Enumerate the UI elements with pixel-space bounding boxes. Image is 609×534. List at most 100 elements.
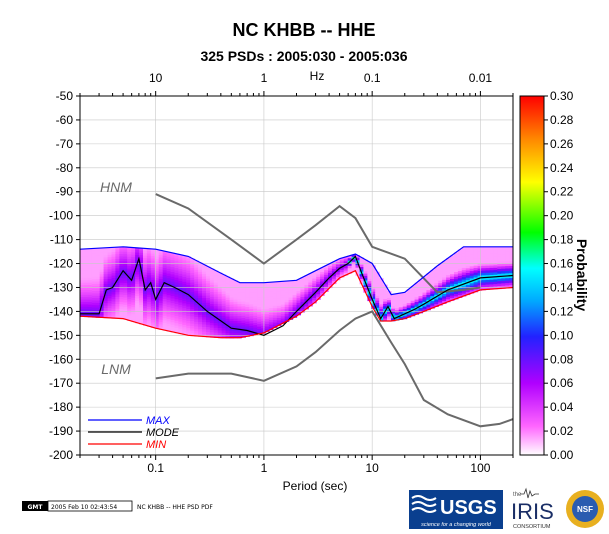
heatmap-cell [272,315,278,319]
heatmap-cell [383,313,388,317]
heatmap-cell [111,287,116,291]
heatmap-cell [158,307,164,311]
heatmap-cell [249,297,254,301]
heatmap-cell [308,287,313,291]
heatmap-cell [87,292,93,296]
heatmap-cell [308,289,313,293]
heatmap-cell [398,292,404,296]
heatmap-cell [253,282,258,286]
heatmap-cell [186,316,191,320]
heatmap-cell [217,301,223,305]
heatmap-cell [446,270,451,274]
heatmap-cell [178,316,183,320]
heatmap-cell [430,305,435,309]
heatmap-cell [170,281,175,285]
heatmap-cell [426,302,431,306]
heatmap-cell [442,277,447,281]
legend-min-label: MIN [146,439,166,451]
heatmap-cell [123,263,128,267]
heatmap-cell [95,264,101,268]
heatmap-cell [268,319,274,323]
heatmap-cell [422,281,427,284]
heatmap-cell [91,265,97,268]
heatmap-cell [371,270,376,274]
heatmap-cell [347,270,353,274]
heatmap-cell [457,295,463,298]
y-tick-label: -120 [49,257,73,271]
heatmap-cell [509,270,513,274]
heatmap-cell [213,284,219,288]
heatmap-cell [363,287,368,291]
heatmap-cell [316,284,321,288]
heatmap-cell [139,274,144,278]
heatmap-cell [194,328,199,332]
heatmap-cell [225,290,231,294]
heatmap-cell [178,257,183,260]
heatmap-cell [367,281,372,285]
heatmap-cell [158,324,164,328]
heatmap-cell [139,295,144,299]
heatmap-cell [387,309,392,313]
heatmap-cell [434,297,439,300]
heatmap-cell [87,282,93,286]
heatmap-cell [115,275,120,279]
heatmap-cell [473,270,479,274]
heatmap-cell [237,301,242,305]
usgs-logo: USGS science for a changing world [409,490,503,529]
heatmap-cell [237,287,242,291]
heatmap-cell [465,277,471,281]
heatmap-cell [174,260,179,264]
heatmap-cell [166,314,172,318]
heatmap-cell [398,312,404,316]
heatmap-cell [355,255,360,259]
heatmap-cell [107,286,113,290]
heatmap-cell [190,282,195,286]
heatmap-cell [190,292,195,296]
usgs-tagline: science for a changing world [421,522,492,528]
heatmap-cell [190,318,195,322]
heatmap-cell [225,321,231,325]
heatmap-cell [178,304,183,308]
heatmap-cell [268,298,274,302]
heatmap-cell [186,330,191,334]
heatmap-cell [280,281,286,285]
heatmap-cell [276,318,282,321]
noise-models [155,193,513,428]
heatmap-cell [83,292,89,296]
heatmap-cell [131,278,136,282]
heatmap-cell [324,284,329,288]
heatmap-cell [493,251,498,255]
heatmap-cell [265,306,270,310]
heatmap-cell [209,327,215,331]
heatmap-cell [146,272,152,276]
heatmap-cell [257,319,262,323]
heatmap-cell [367,271,372,275]
heatmap-cell [135,257,140,261]
heatmap-cell [489,249,494,252]
heatmap-cell [288,312,294,315]
heatmap-cell [209,332,215,336]
heatmap-cell [410,303,416,307]
heatmap-cell [257,324,262,328]
heatmap-cell [111,303,116,307]
heatmap-cell [209,320,215,324]
heatmap-cell [83,256,89,260]
heatmap-cell [509,254,513,257]
heatmap-cell [501,278,506,282]
heatmap-cell [154,311,160,315]
heatmap-cell [418,286,423,290]
heatmap-cell [162,313,168,317]
heatmap-cell [209,294,215,298]
heatmap-cell [438,285,443,289]
heatmap-cell [469,263,475,267]
heatmap-cell [217,272,223,276]
heatmap-cell [406,314,412,318]
heatmap-cell [493,249,498,252]
heatmap-cell [391,301,396,305]
heatmap-cell [383,306,388,310]
chart-title: NC KHBB -- HHE [233,20,376,40]
heatmap-cell [257,292,262,296]
heatmap-cell [190,321,195,325]
heatmap-cell [154,268,160,272]
heatmap-cell [257,282,262,286]
